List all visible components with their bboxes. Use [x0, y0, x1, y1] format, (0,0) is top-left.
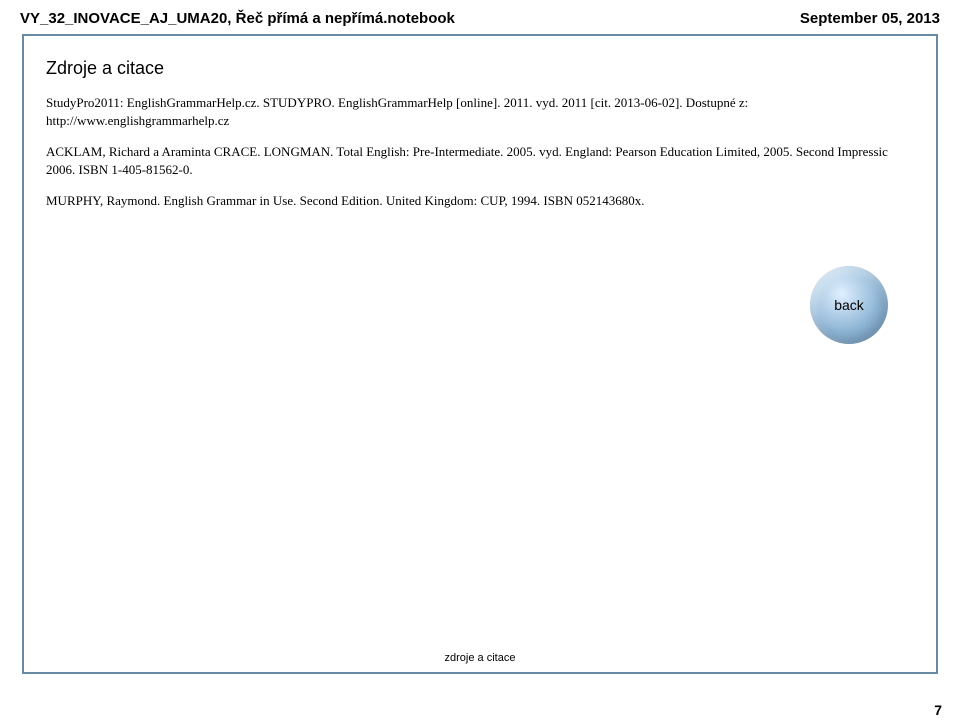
- page-title: Zdroje a citace: [46, 56, 914, 80]
- back-button[interactable]: back: [810, 266, 888, 344]
- page-number: 7: [934, 702, 942, 718]
- back-button-label: back: [834, 297, 864, 313]
- page-footer: zdroje a citace: [24, 652, 936, 664]
- header-title: VY_32_INOVACE_AJ_UMA20, Řeč přímá a nepř…: [20, 10, 455, 27]
- page-frame: Zdroje a citace StudyPro2011: EnglishGra…: [22, 34, 938, 674]
- header-date: September 05, 2013: [800, 10, 940, 27]
- citation-item: StudyPro2011: EnglishGrammarHelp.cz. STU…: [46, 94, 914, 129]
- document-header: VY_32_INOVACE_AJ_UMA20, Řeč přímá a nepř…: [20, 10, 940, 27]
- citation-item: MURPHY, Raymond. English Grammar in Use.…: [46, 192, 914, 210]
- page-content: Zdroje a citace StudyPro2011: EnglishGra…: [24, 36, 936, 244]
- citation-item: ACKLAM, Richard a Araminta CRACE. LONGMA…: [46, 143, 914, 178]
